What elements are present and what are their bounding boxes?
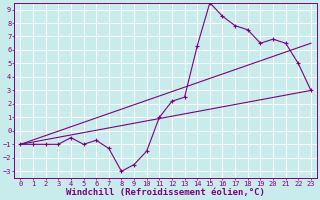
X-axis label: Windchill (Refroidissement éolien,°C): Windchill (Refroidissement éolien,°C) bbox=[66, 188, 265, 197]
